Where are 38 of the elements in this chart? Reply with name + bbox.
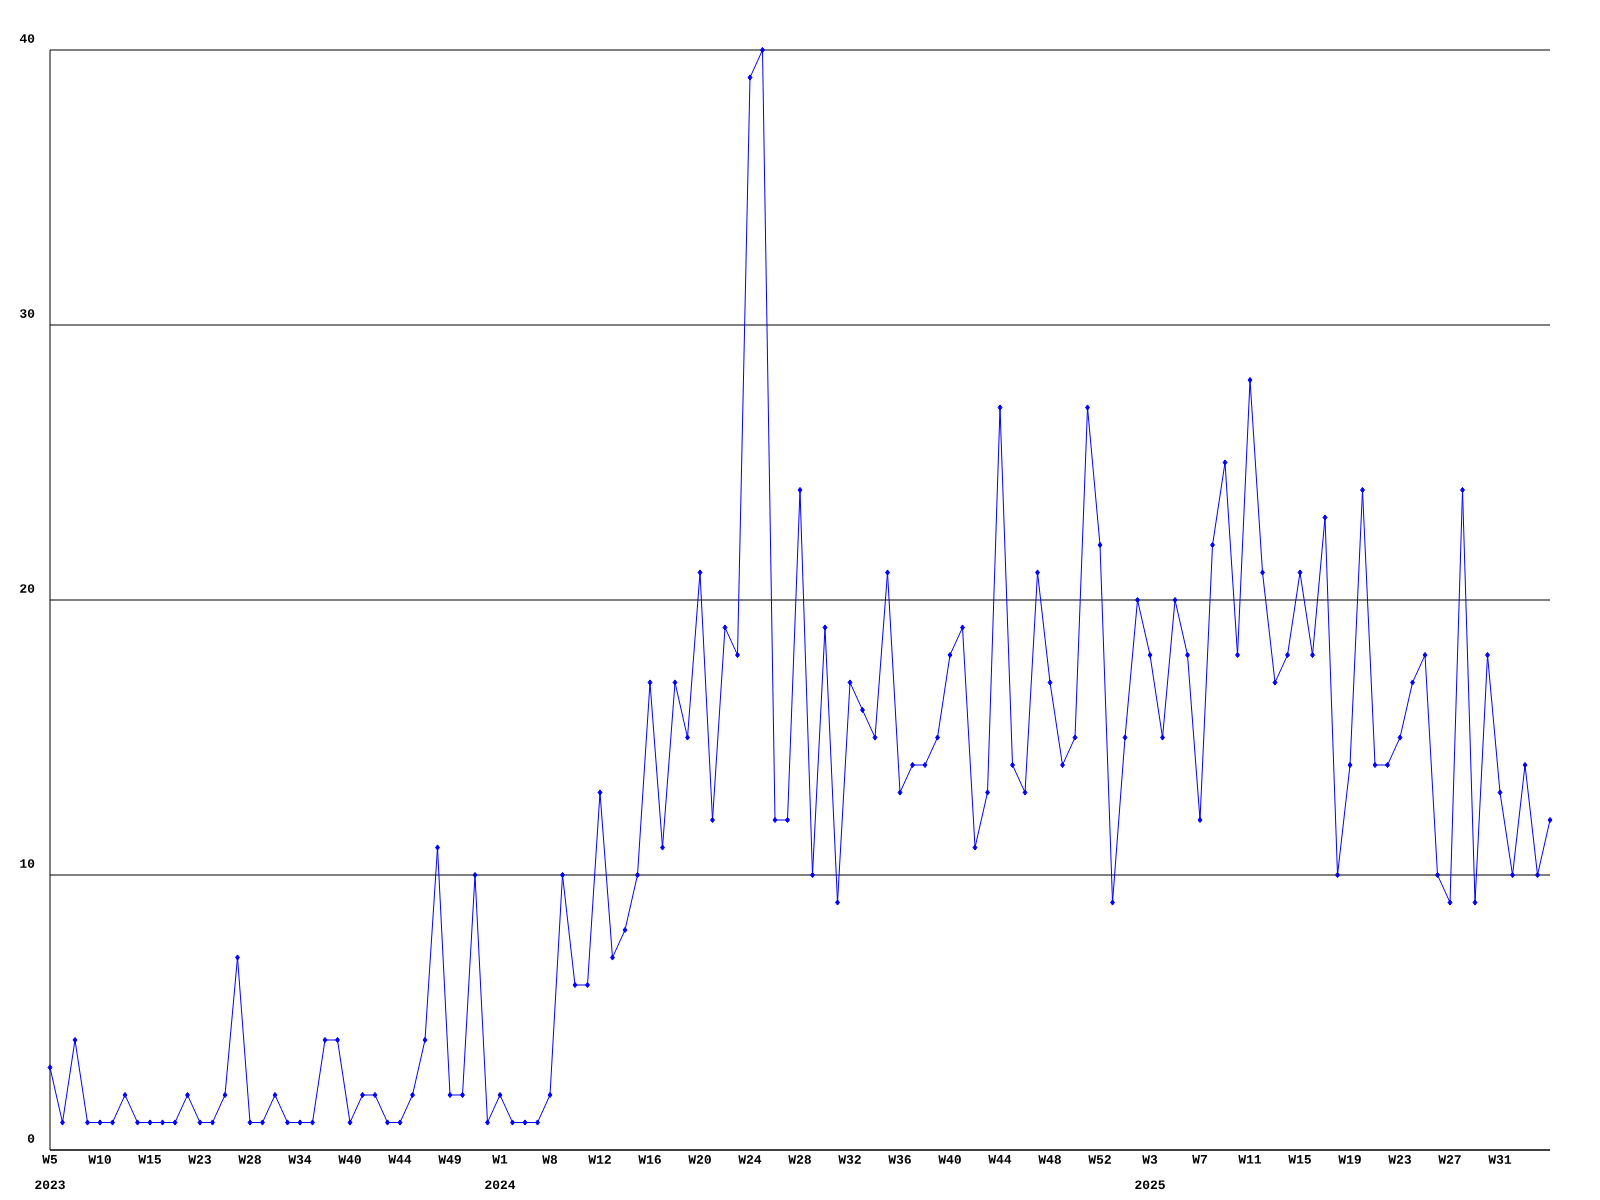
x-tick-label: W11 [1238, 1155, 1262, 1164]
x-tick-label: W34 [288, 1155, 312, 1164]
x-tick-label: W19 [1338, 1155, 1361, 1164]
y-tick-label: 10 [20, 859, 35, 868]
y-tick-label: 20 [20, 584, 35, 593]
y-tick-label: 0 [27, 1134, 35, 1143]
x-tick-label: W44 [388, 1155, 412, 1164]
x-tick-label: W40 [338, 1155, 361, 1164]
text: 2023 [35, 1180, 65, 1190]
text: 2025 [1135, 1180, 1165, 1190]
x-tick-label: W52 [1088, 1155, 1111, 1164]
x-tick-label: W10 [88, 1155, 111, 1164]
x-tick-label: W3 [1142, 1155, 1158, 1164]
x-tick-label: W28 [238, 1155, 261, 1164]
x-tick-label: W12 [588, 1155, 611, 1164]
x-tick-label: W48 [1038, 1155, 1061, 1164]
x-tick-label: W16 [638, 1155, 661, 1164]
x-tick-label: W49 [438, 1155, 461, 1164]
x-tick-label: W15 [138, 1155, 161, 1164]
x-tick-label: W15 [1288, 1155, 1311, 1164]
x-tick-label: W7 [1192, 1155, 1207, 1164]
y-tick-label: 40 [19, 34, 35, 43]
x-tick-label: W32 [838, 1155, 861, 1164]
x-tick-label: W20 [688, 1155, 711, 1164]
x-tick-label: W28 [788, 1155, 811, 1164]
x-tick-label: W40 [938, 1155, 961, 1164]
x-tick-label: W5 [42, 1155, 58, 1164]
x-tick-label: W8 [542, 1155, 558, 1164]
text: 2024 [485, 1180, 516, 1190]
x-tick-label: W44 [988, 1155, 1012, 1164]
x-tick-label: W31 [1488, 1155, 1512, 1164]
x-tick-label: W23 [1388, 1155, 1411, 1164]
x-tick-label: W23 [188, 1155, 211, 1164]
x-tick-label: W1 [492, 1155, 508, 1164]
x-tick-label: W36 [888, 1155, 911, 1164]
y-tick-label: 30 [20, 309, 35, 318]
x-tick-label: W24 [738, 1155, 762, 1164]
x-tick-label: W27 [1438, 1155, 1461, 1164]
